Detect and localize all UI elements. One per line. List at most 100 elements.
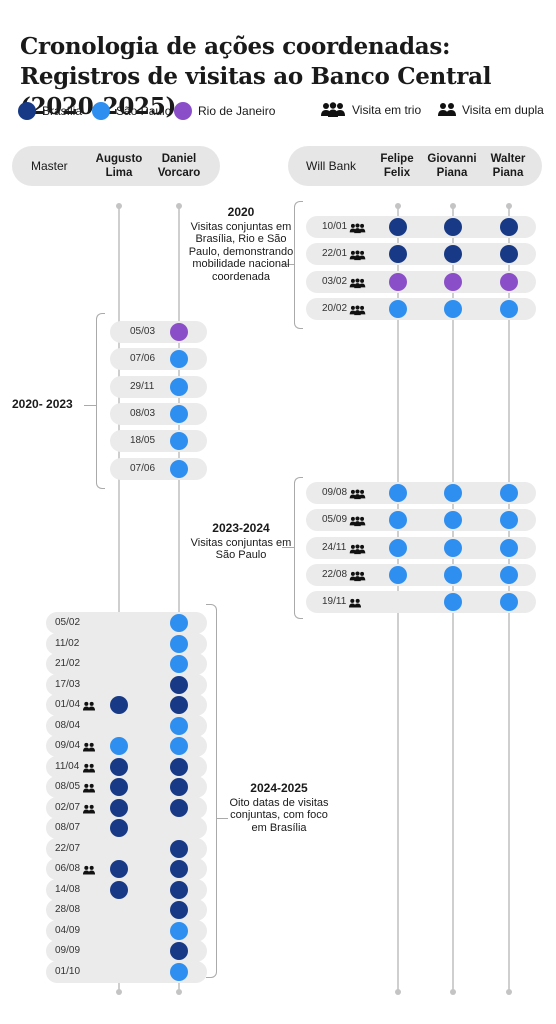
wb-2023-row-date: 24/11 (322, 541, 347, 553)
annotation-2024-2025-text: Oito datas de visitas conjuntas, com foc… (229, 796, 329, 834)
giovanni-name: Giovanni Piana (412, 152, 492, 180)
walter-sao_paulo-marker (500, 511, 518, 530)
chart-title: Cronologia de ações coordenadas: Registr… (20, 33, 492, 120)
annotation-2020-2023: 2020- 2023 (12, 398, 88, 413)
wb-2023-row-pill (306, 591, 536, 614)
daniel-end (176, 989, 182, 995)
daniel-sao_paulo-marker (170, 634, 188, 653)
wb-2020-row-pill (306, 216, 536, 238)
master-2024-row-date: 11/02 (55, 637, 80, 649)
master-2020-row-pill (110, 457, 207, 480)
walter-sao_paulo-marker (500, 593, 518, 612)
legend-sao-paulo-label: São Paulo (116, 104, 172, 118)
wb-2023-row-pill (306, 509, 536, 532)
daniel-sao_paulo-marker (170, 377, 188, 396)
augusto-last: Lima (105, 167, 133, 179)
trio-icon (349, 221, 366, 239)
legend-trio-label: Visita em trio (352, 103, 422, 117)
dupla-icon (83, 761, 95, 779)
felipe-sao_paulo-marker (389, 538, 407, 557)
master-2020-row-pill (110, 375, 207, 398)
trio-icon (349, 487, 366, 505)
trio-icon (349, 276, 366, 294)
dupla-icon (83, 740, 95, 758)
augusto-brasilia-marker (110, 819, 128, 838)
walter-first: Walter (490, 153, 526, 165)
giovanni-sao_paulo-marker (444, 484, 462, 502)
brasilia-swatch (18, 102, 36, 120)
wb-2023-row-date: 05/09 (322, 514, 348, 526)
wb-2020-row-date: 20/02 (322, 302, 348, 314)
master-2024-row-date: 21/02 (55, 658, 81, 670)
giovanni-rio-marker (444, 272, 462, 291)
legend-brasilia: Brasília (18, 102, 82, 120)
dupla-icon (83, 781, 95, 799)
daniel-brasilia-marker (170, 778, 188, 797)
giovanni-sao_paulo-marker (444, 299, 462, 318)
walter-sao_paulo-marker (500, 538, 518, 557)
giovanni-sao_paulo-marker (444, 538, 462, 557)
master-2024-row-pill (46, 837, 207, 860)
trio-icon (349, 303, 366, 321)
master-2024-row-date: 17/03 (55, 678, 81, 690)
giovanni-sao_paulo-marker (444, 511, 462, 530)
master-2024-row-date: 08/05 (55, 781, 81, 793)
daniel-sao_paulo-marker (170, 432, 188, 451)
legend-rio: Rio de Janeiro (174, 102, 275, 120)
master-2024-row-pill (46, 919, 207, 942)
augusto-end (116, 989, 122, 995)
walter-brasilia-marker (500, 218, 518, 236)
daniel-timeline (178, 206, 180, 992)
master-2024-row-date: 02/07 (55, 801, 81, 813)
giovanni-brasilia-marker (444, 218, 462, 236)
daniel-brasilia-marker (170, 839, 188, 858)
giovanni-sao_paulo-marker (444, 593, 462, 612)
annotation-2020-text: Visitas conjuntas em Brasília, Rio e São… (188, 220, 294, 283)
trio-icon (349, 569, 366, 587)
master-2024-row-pill (46, 653, 207, 676)
felipe-end (395, 989, 401, 995)
wb-2023-row-pill (306, 536, 536, 559)
dupla-icon (83, 863, 95, 881)
daniel-sao_paulo-marker (170, 404, 188, 423)
daniel-brasilia-marker (170, 942, 188, 961)
giovanni-first: Giovanni (427, 153, 477, 165)
felipe-start (395, 203, 401, 209)
master-2024-row-date: 08/07 (55, 822, 81, 834)
augusto-brasilia-marker (110, 757, 128, 776)
master-2020-row-pill (110, 348, 207, 371)
master-2024-row-pill (46, 940, 207, 963)
master-2024-row-date: 01/10 (55, 965, 81, 977)
master-2024-row-pill (46, 673, 207, 696)
master-2020-row-date: 07/06 (130, 462, 156, 474)
daniel-brasilia-marker (170, 901, 188, 920)
annotation-2023-2024-title: 2023-2024 (212, 521, 270, 535)
master-2024-row-pill (46, 612, 207, 634)
felipe-sao_paulo-marker (389, 299, 407, 318)
legend-trio: Visita em trio (320, 102, 421, 118)
master-2024-row-pill (46, 632, 207, 655)
master-2024-row-pill (46, 960, 207, 983)
trio-icon (321, 102, 345, 117)
annotation-2024-2025-title: 2024-2025 (250, 781, 308, 795)
daniel-sao_paulo-marker (170, 921, 188, 940)
daniel-start (176, 203, 182, 209)
trio-icon (349, 542, 366, 560)
legend-sao-paulo: São Paulo (92, 102, 171, 120)
augusto-brasilia-marker (110, 860, 128, 879)
walter-name: Walter Piana (468, 152, 548, 180)
master-2020-row-pill (110, 321, 207, 343)
master-2020-row-date: 08/03 (130, 407, 156, 419)
daniel-sao_paulo-marker (170, 350, 188, 369)
walter-end (506, 989, 512, 995)
sao-paulo-swatch (92, 102, 110, 120)
legend-dupla-label: Visita em dupla (462, 103, 544, 117)
wb-2023-row-date: 22/08 (322, 568, 348, 580)
felipe-last: Felix (383, 167, 411, 179)
felipe-sao_paulo-marker (389, 511, 407, 530)
will-bank-label: Will Bank (306, 159, 357, 173)
augusto-first: Augusto (95, 153, 143, 165)
daniel-sao_paulo-marker (170, 962, 188, 981)
walter-rio-marker (500, 272, 518, 291)
daniel-sao_paulo-marker (170, 716, 188, 735)
